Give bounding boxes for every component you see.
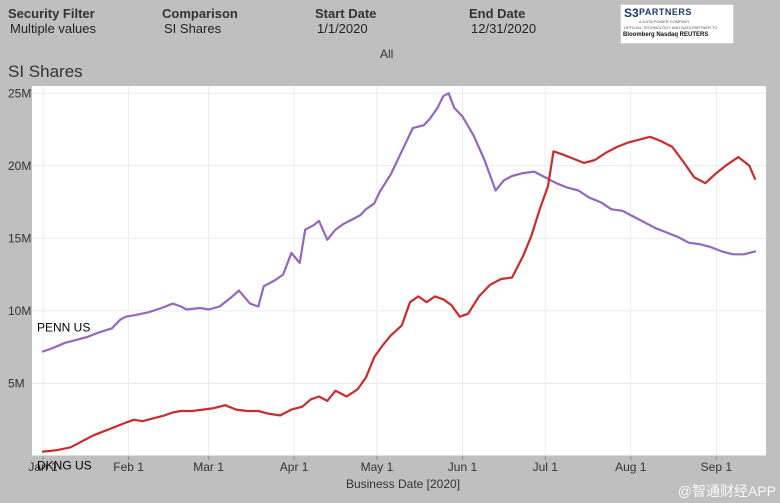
- filter-comparison[interactable]: Comparison SI Shares: [162, 6, 238, 36]
- logo-name: PARTNERS: [639, 7, 692, 17]
- filter-security-label: Security Filter: [8, 6, 95, 21]
- series-line-dkng-us[interactable]: [41, 135, 757, 453]
- x-tick-label: Sep 1: [701, 460, 733, 474]
- filter-start-date-value[interactable]: 1/1/2020: [317, 21, 368, 36]
- x-tick-label: Jan 1: [28, 460, 58, 474]
- y-tick-label: 10M: [8, 304, 31, 318]
- y-axis: 5M 10M 15M 20M 25M: [8, 86, 31, 390]
- x-tick-label: Feb 1: [113, 460, 144, 474]
- plot-background: [32, 86, 766, 456]
- y-tick-label: 15M: [8, 231, 31, 245]
- y-tick-label: 5M: [8, 376, 25, 390]
- filter-start-date-label: Start Date: [315, 6, 377, 21]
- s3-partners-logo: S3 PARTNERS A DATA POWER COMPANY OFFICIA…: [620, 4, 734, 44]
- x-tick-label: May 1: [361, 460, 394, 474]
- filter-security-value[interactable]: Multiple values: [10, 21, 96, 36]
- filter-end-date-label: End Date: [469, 6, 526, 21]
- panel-title: SI Shares: [8, 62, 83, 81]
- series-label-dkng-us: DKNG US: [37, 459, 92, 473]
- logo-partner-line: OFFICIAL TECHNOLOGY AND DATA PARTNER TO: [624, 25, 718, 30]
- x-axis: Jan 1 Feb 1 Mar 1 Apr 1 May 1 Jun 1 Jul 1 Aug 1…: [28, 455, 766, 474]
- filter-security[interactable]: Security Filter Multiple values: [8, 6, 96, 36]
- gridlines: [32, 86, 766, 456]
- filter-start-date[interactable]: Start Date 1/1/2020: [315, 6, 376, 36]
- x-axis-title: Business Date [2020]: [346, 477, 460, 491]
- selector-all[interactable]: All: [380, 47, 394, 61]
- y-tick-label: 25M: [8, 86, 31, 100]
- watermark-text: @智通财经APP: [677, 483, 776, 499]
- filter-comparison-label: Comparison: [162, 6, 238, 21]
- logo-mark: S3: [624, 6, 639, 20]
- x-tick-label: Aug 1: [615, 460, 647, 474]
- logo-tagline: A DATA POWER COMPANY: [639, 19, 690, 24]
- filter-end-date[interactable]: End Date 12/31/2020: [469, 6, 536, 36]
- series-lines: PENN US DKNG US: [37, 92, 757, 473]
- x-tick-label: Jun 1: [448, 460, 478, 474]
- y-tick-label: 20M: [8, 159, 31, 173]
- x-tick-label: Mar 1: [193, 460, 224, 474]
- series-label-penn-us: PENN US: [37, 321, 90, 335]
- x-tick-label: Jul 1: [533, 460, 559, 474]
- x-tick-label: Apr 1: [280, 460, 309, 474]
- series-line-penn-us[interactable]: [41, 92, 757, 353]
- filter-end-date-value[interactable]: 12/31/2020: [471, 21, 537, 36]
- filter-comparison-value[interactable]: SI Shares: [164, 21, 222, 36]
- logo-brands: Bloomberg Nasdaq REUTERS: [623, 32, 709, 38]
